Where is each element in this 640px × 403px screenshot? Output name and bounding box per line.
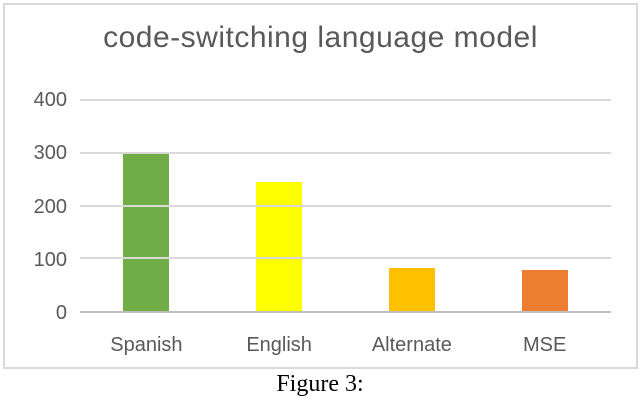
- gridline-100: [80, 257, 611, 260]
- y-axis-tick-column: 0 100 200 300 400: [15, 89, 67, 324]
- gridline-300: [80, 151, 611, 154]
- bar-alternate: [388, 267, 435, 311]
- y-tick-label-0: 0: [55, 302, 67, 324]
- bar-mse: [521, 269, 568, 311]
- category-label-mse: MSE: [522, 334, 567, 356]
- bar-slot-mse: [478, 100, 611, 311]
- chart-frame: code-switching language model 0 100 200 300…: [3, 3, 638, 369]
- gridline-400: [80, 99, 611, 101]
- x-axis-category-row: Spanish English Alternate MSE: [80, 330, 611, 360]
- bar-spanish: [123, 152, 170, 311]
- bar-slot-alternate: [346, 100, 479, 311]
- y-tick-label-300: 300: [33, 142, 67, 165]
- category-label-alternate: Alternate: [371, 334, 452, 356]
- figure-caption: Figure 3:: [276, 371, 364, 397]
- plot-area: [80, 99, 611, 313]
- bar-slot-spanish: [80, 100, 213, 311]
- gridline-200: [80, 204, 611, 207]
- bars-row: [80, 100, 611, 311]
- category-label-spanish: Spanish: [110, 334, 183, 356]
- chart-title: code-switching language model: [103, 21, 538, 54]
- y-tick-label-100: 100: [33, 248, 67, 271]
- bar-slot-english: [213, 100, 346, 311]
- y-tick-label-200: 200: [33, 195, 67, 218]
- bar-english: [256, 181, 303, 311]
- category-label-english: English: [246, 334, 312, 356]
- y-tick-label-400: 400: [33, 89, 67, 111]
